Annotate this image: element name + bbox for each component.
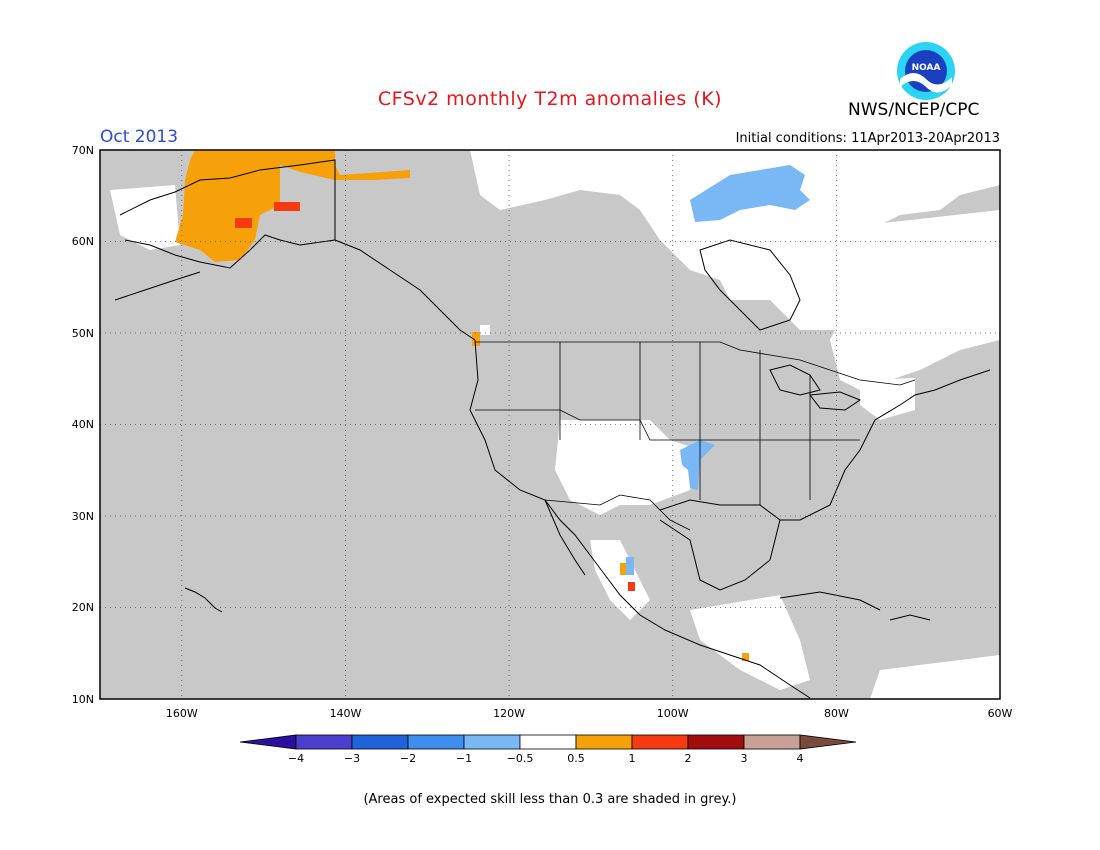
colorbar-tick-label: −0.5 bbox=[507, 752, 534, 765]
colorbar-tick-label: −4 bbox=[288, 752, 304, 765]
colorbar-swatch bbox=[743, 734, 801, 750]
colorbar-swatch bbox=[631, 734, 689, 750]
longitude-labels: 160W 140W 120W 100W 80W 60W bbox=[166, 707, 1013, 720]
colorbar: −4 −3 −2 −1 −0.5 0.5 1 2 3 4 bbox=[239, 734, 857, 765]
latitude-labels: 70N 60N 50N 40N 30N 20N 10N bbox=[72, 144, 94, 706]
colorbar-arrow-high bbox=[799, 734, 857, 750]
neutral-anomaly-regions bbox=[110, 150, 1000, 699]
lat-label: 10N bbox=[72, 693, 94, 706]
initial-conditions: Initial conditions: 11Apr2013-20Apr2013 bbox=[735, 131, 1000, 146]
colorbar-tick-label: −2 bbox=[400, 752, 416, 765]
colorbar-tick-label: 0.5 bbox=[567, 752, 585, 765]
lon-label: 80W bbox=[824, 707, 849, 720]
colorbar-tick-label: 2 bbox=[685, 752, 692, 765]
colorbar-swatch bbox=[295, 734, 353, 750]
colorbar-arrow-low bbox=[239, 734, 297, 750]
colorbar-tick-label: 3 bbox=[741, 752, 748, 765]
political-borders bbox=[475, 341, 916, 531]
colorbar-swatch bbox=[463, 734, 521, 750]
map-frame bbox=[99, 149, 1001, 700]
lat-label: 70N bbox=[72, 144, 94, 157]
agency-label: NWS/NCEP/CPC bbox=[848, 100, 980, 120]
chart-title: CFSv2 monthly T2m anomalies (K) bbox=[377, 88, 723, 110]
colorbar-tick-label: −3 bbox=[344, 752, 360, 765]
lat-label: 60N bbox=[72, 235, 94, 248]
coastlines bbox=[114, 159, 991, 699]
colorbar-swatch bbox=[351, 734, 409, 750]
lat-label: 50N bbox=[72, 327, 94, 340]
warm-anomaly-regions bbox=[175, 150, 749, 661]
graticule bbox=[100, 150, 1000, 699]
lon-label: 120W bbox=[493, 707, 525, 720]
colorbar-tick-label: −1 bbox=[456, 752, 472, 765]
lat-label: 20N bbox=[72, 601, 94, 614]
colorbar-swatch bbox=[407, 734, 465, 750]
skill-note: (Areas of expected skill less than 0.3 a… bbox=[363, 792, 737, 807]
colorbar-tick-label: 1 bbox=[629, 752, 636, 765]
colorbar-swatch bbox=[687, 734, 745, 750]
colorbar-swatch bbox=[519, 734, 577, 750]
lat-label: 30N bbox=[72, 510, 94, 523]
noaa-logo-text: NOAA bbox=[912, 63, 941, 73]
colorbar-tick-label: 4 bbox=[797, 752, 804, 765]
anomaly-map: 70N 60N 50N 40N 30N 20N 10N 160W 140W 12… bbox=[72, 144, 1013, 765]
forecast-month: Oct 2013 bbox=[100, 127, 179, 147]
lon-label: 60W bbox=[988, 707, 1013, 720]
lat-label: 40N bbox=[72, 418, 94, 431]
colorbar-swatch bbox=[575, 734, 633, 750]
noaa-logo: NOAA bbox=[894, 41, 958, 105]
lon-label: 160W bbox=[166, 707, 198, 720]
lon-label: 140W bbox=[330, 707, 362, 720]
hot-anomaly-regions bbox=[235, 202, 635, 591]
cool-anomaly-regions bbox=[626, 165, 810, 575]
lon-label: 100W bbox=[657, 707, 689, 720]
